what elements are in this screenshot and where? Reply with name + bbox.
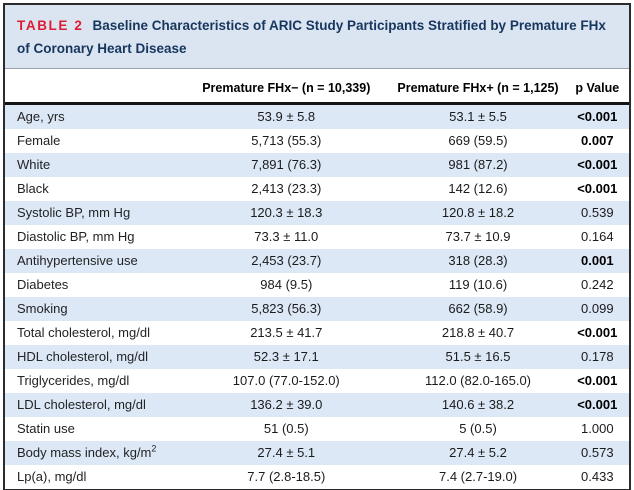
cell-p-value: 0.573 [581, 445, 614, 460]
row-label-superscript: 2 [151, 443, 157, 454]
cell-fhx-positive: 120.8 ± 18.2 [441, 205, 515, 220]
cell-fhx-positive: 73.7 ± 10.9 [445, 229, 511, 244]
column-header-fhx-positive: Premature FHx+ (n = 1,125) [388, 69, 568, 105]
row-label: Diastolic BP, mm Hg [17, 229, 135, 244]
cell-p-value: 0.242 [581, 277, 614, 292]
cell-fhx-positive: 27.4 ± 5.2 [449, 445, 507, 460]
row-label: White [17, 157, 51, 172]
cell-p-value: 1.000 [581, 421, 614, 436]
table-title-text: Baseline Characteristics of ARIC Study P… [17, 18, 606, 56]
cell-fhx-positive: 318 (28.3) [448, 253, 508, 268]
cell-fhx-negative: 2,453 (23.7) [251, 253, 322, 268]
cell-fhx-positive: 140.6 ± 38.2 [441, 397, 515, 412]
cell-p-value: 0.099 [581, 301, 614, 316]
cell-p-value: <0.001 [577, 181, 618, 196]
table-row: Total cholesterol, mg/dl 213.5 ± 41.7 218.… [5, 321, 629, 345]
table-row: Age, yrs 53.9 ± 5.8 53.1 ± 5.5 <0.001 [5, 103, 629, 129]
cell-fhx-negative: 5,823 (56.3) [251, 301, 322, 316]
table-number-label: TABLE 2 [17, 18, 84, 33]
cell-fhx-negative: 213.5 ± 41.7 [250, 325, 323, 340]
row-label: Lp(a), mg/dl [17, 469, 87, 484]
cell-fhx-negative: 7.7 (2.8-18.5) [247, 469, 326, 484]
table-row: Smoking 5,823 (56.3) 662 (58.9) 0.099 [5, 297, 629, 321]
table-title-band: TABLE 2 Baseline Characteristics of ARIC … [5, 5, 629, 69]
cell-p-value: <0.001 [577, 109, 618, 124]
column-header-p-value: p Value [567, 69, 629, 105]
cell-fhx-negative: 52.3 ± 17.1 [253, 349, 319, 364]
row-label: Triglycerides, mg/dl [17, 373, 130, 388]
table-row: Antihypertensive use 2,453 (23.7) 318 (28.… [5, 249, 629, 273]
column-header-fhx-negative: Premature FHx− (n = 10,339) [184, 69, 389, 105]
cell-p-value: 0.007 [581, 133, 614, 148]
cell-fhx-negative: 136.2 ± 39.0 [250, 397, 323, 412]
cell-fhx-negative: 7,891 (76.3) [251, 157, 322, 172]
row-label: LDL cholesterol, mg/dl [17, 397, 146, 412]
table-body: Age, yrs 53.9 ± 5.8 53.1 ± 5.5 <0.001 Female… [5, 103, 629, 489]
cell-fhx-positive: 112.0 (82.0-165.0) [425, 373, 531, 388]
cell-fhx-negative: 27.4 ± 5.1 [257, 445, 316, 460]
table-row: Statin use 51 (0.5) 5 (0.5) 1.000 [5, 417, 629, 441]
table-row: HDL cholesterol, mg/dl 52.3 ± 17.1 51.5 ± … [5, 345, 629, 369]
row-label: Systolic BP, mm Hg [17, 205, 131, 220]
row-label: Antihypertensive use [17, 253, 138, 268]
row-label: Statin use [17, 421, 75, 436]
table-row: White 7,891 (76.3) 981 (87.2) <0.001 [5, 153, 629, 177]
cell-fhx-positive: 981 (87.2) [448, 157, 508, 172]
cell-fhx-positive: 662 (58.9) [448, 301, 508, 316]
table-row: LDL cholesterol, mg/dl 136.2 ± 39.0 140.6 … [5, 393, 629, 417]
cell-fhx-negative: 73.3 ± 11.0 [254, 229, 319, 244]
cell-fhx-negative: 51 (0.5) [263, 421, 309, 436]
cell-p-value: <0.001 [577, 325, 618, 340]
cell-p-value: 0.539 [581, 205, 614, 220]
cell-p-value: 0.001 [581, 253, 614, 268]
cell-fhx-negative: 2,413 (23.3) [251, 181, 322, 196]
cell-p-value: 0.164 [581, 229, 614, 244]
table-card: TABLE 2 Baseline Characteristics of ARIC … [3, 3, 631, 490]
cell-fhx-negative: 120.3 ± 18.3 [250, 205, 323, 220]
cell-fhx-negative: 53.9 ± 5.8 [257, 109, 316, 124]
table-header-row: Premature FHx− (n = 10,339) Premature FH… [5, 69, 629, 105]
column-header-characteristic [5, 69, 185, 105]
cell-fhx-negative: 5,713 (55.3) [251, 133, 322, 148]
table-row: Triglycerides, mg/dl 107.0 (77.0-152.0) 11… [5, 369, 629, 393]
cell-p-value: <0.001 [577, 373, 618, 388]
row-label: Black [17, 181, 49, 196]
cell-fhx-negative: 107.0 (77.0-152.0) [232, 373, 340, 388]
table-row: Female 5,713 (55.3) 669 (59.5) 0.007 [5, 129, 629, 153]
row-label: Body mass index, kg/m2 [17, 443, 157, 460]
row-label: Total cholesterol, mg/dl [17, 325, 150, 340]
cell-fhx-positive: 53.1 ± 5.5 [449, 109, 507, 124]
table-row: Diabetes 984 (9.5) 119 (10.6) 0.242 [5, 273, 629, 297]
cell-fhx-positive: 669 (59.5) [448, 133, 508, 148]
cell-fhx-positive: 119 (10.6) [448, 277, 508, 292]
row-label: Age, yrs [17, 109, 65, 124]
table-row: Body mass index, kg/m2 27.4 ± 5.1 27.4 ± 5… [5, 441, 629, 465]
cell-fhx-positive: 7.4 (2.7-19.0) [438, 469, 518, 484]
cell-p-value: 0.178 [581, 349, 614, 364]
table-row: Systolic BP, mm Hg 120.3 ± 18.3 120.8 ± 18… [5, 201, 629, 225]
row-label: HDL cholesterol, mg/dl [17, 349, 149, 364]
baseline-characteristics-table: Premature FHx− (n = 10,339) Premature FH… [5, 69, 629, 489]
cell-fhx-positive: 218.8 ± 40.7 [441, 325, 515, 340]
cell-p-value: <0.001 [577, 157, 618, 172]
cell-fhx-positive: 51.5 ± 16.5 [445, 349, 511, 364]
row-label: Female [17, 133, 61, 148]
table-row: Black 2,413 (23.3) 142 (12.6) <0.001 [5, 177, 629, 201]
cell-p-value: 0.433 [581, 469, 614, 484]
cell-fhx-positive: 142 (12.6) [448, 181, 508, 196]
row-label: Diabetes [17, 277, 69, 292]
table-row: Diastolic BP, mm Hg 73.3 ± 11.0 73.7 ± 10.… [5, 225, 629, 249]
cell-fhx-negative: 984 (9.5) [260, 277, 313, 292]
cell-p-value: <0.001 [577, 397, 618, 412]
cell-fhx-positive: 5 (0.5) [459, 421, 497, 436]
table-row: Lp(a), mg/dl 7.7 (2.8-18.5) 7.4 (2.7-19.0)… [5, 465, 629, 489]
row-label: Smoking [17, 301, 68, 316]
